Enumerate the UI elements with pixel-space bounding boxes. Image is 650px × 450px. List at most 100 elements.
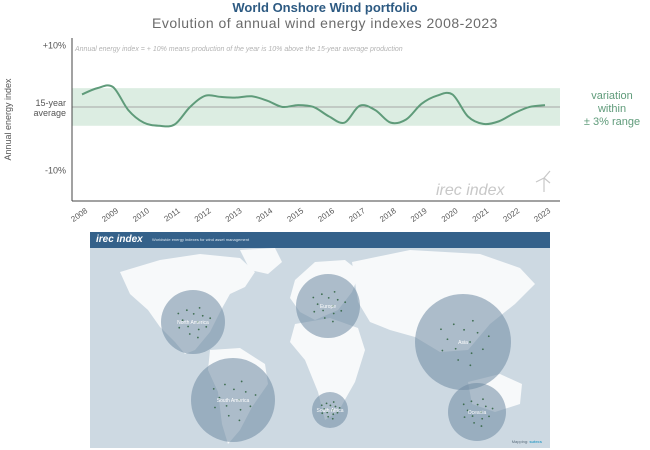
wind-farm-dot: [320, 293, 323, 296]
y-tick-label: +10%: [43, 40, 66, 50]
wind-farm-dot: [225, 404, 228, 407]
watermark-logo: irec index: [436, 182, 505, 199]
region-label: Oceania: [468, 410, 487, 416]
energy-index-chart: Annual energy index = + 10% means produc…: [3, 38, 640, 224]
wind-farm-dot: [331, 305, 334, 307]
wind-farm-dot: [238, 399, 241, 401]
wind-farm-dot: [249, 405, 252, 408]
continent-greenland: [240, 248, 282, 274]
region-bubble: [415, 294, 511, 390]
wind-farm-dot: [187, 325, 189, 328]
wind-farm-dot: [332, 312, 335, 315]
wind-farm-dot: [466, 409, 469, 412]
wind-farm-dot: [197, 328, 200, 331]
wind-farm-dot: [480, 425, 483, 427]
x-tick-label: 2010: [131, 206, 151, 224]
world-map-panel: North America Europe Asia South America Sout…: [90, 232, 550, 448]
wind-farm-dot: [488, 415, 490, 418]
wind-farm-dot: [233, 388, 235, 391]
wind-farm-dot: [325, 402, 328, 405]
series-line: [81, 84, 546, 128]
x-tick-label: 2021: [471, 206, 491, 224]
x-tick-label: 2013: [224, 206, 244, 224]
wind-farm-dot: [322, 309, 324, 312]
y-tick-label: average: [33, 108, 66, 118]
band-label: ± 3% range: [584, 116, 640, 128]
region-label: Europe: [320, 304, 336, 310]
x-tick-label: 2022: [502, 206, 522, 224]
wind-farm-dot: [336, 411, 339, 414]
wind-farm-dot: [484, 405, 487, 408]
map-header: irec index Worldwide energy indexes for …: [90, 232, 550, 248]
turbine-blade: [543, 177, 551, 184]
wind-farm-dot: [313, 310, 316, 313]
wind-farm-dot: [329, 404, 332, 407]
wind-farm-dot: [338, 406, 341, 409]
wind-farm-dot: [441, 349, 444, 352]
x-tick-label: 2012: [193, 206, 213, 224]
wind-farm-dot: [332, 413, 335, 416]
region-bubble: [296, 274, 360, 338]
wind-farm-dot: [224, 383, 226, 386]
wind-farm-dot: [340, 309, 343, 312]
wind-farm-dot: [332, 401, 335, 403]
wind-farm-dot: [209, 317, 212, 320]
x-tick-label: 2015: [285, 206, 305, 224]
region-label: North America: [177, 320, 209, 326]
wind-farm-dot: [482, 398, 484, 401]
x-tick-label: 2018: [378, 206, 398, 224]
world-map: North America Europe Asia South America Sout…: [120, 248, 535, 444]
region-label: South America: [217, 398, 250, 404]
wind-farm-dot: [312, 296, 315, 299]
x-tick-label: 2011: [162, 206, 182, 224]
wind-farm-dot: [469, 364, 472, 367]
wind-farm-dot: [481, 417, 484, 420]
map-footer-brand: sutecs: [529, 439, 542, 444]
chart-title: World Onshore Wind portfolio: [232, 0, 418, 15]
band-label: variation: [591, 90, 633, 102]
wind-farm-dot: [254, 394, 257, 396]
wind-farm-dot: [227, 414, 230, 417]
wind-farm-dot: [331, 417, 334, 420]
wind-farm-dot: [240, 380, 243, 383]
wind-farm-dot: [331, 320, 334, 323]
x-tick-label: 2019: [409, 206, 429, 224]
wind-farm-dot: [446, 338, 449, 341]
x-tick-label: 2014: [255, 206, 275, 224]
wind-farm-dot: [463, 328, 465, 331]
wind-farm-dot: [473, 421, 475, 424]
wind-farm-dot: [238, 419, 241, 422]
wind-farm-dot: [323, 317, 326, 319]
wind-farm-dot: [320, 404, 323, 407]
wind-farm-dot: [454, 347, 457, 350]
x-tick-label: 2017: [347, 206, 367, 224]
wind-farm-dot: [181, 319, 184, 322]
map-footer: Mapping: sutecs: [512, 439, 542, 444]
turbine-icon: [535, 170, 551, 192]
map-tagline: Worldwide energy indexes for wind asset …: [152, 237, 250, 242]
wind-farm-dot: [196, 336, 199, 339]
map-logo: irec index: [96, 234, 143, 245]
wind-farm-dot: [463, 416, 466, 419]
y-tick-label: -10%: [45, 166, 66, 176]
wind-farm-dot: [239, 408, 242, 411]
wind-farm-dot: [178, 326, 181, 329]
wind-farm-dot: [471, 415, 474, 417]
region-bubble: [161, 290, 225, 354]
wind-farm-dot: [244, 390, 247, 393]
wind-farm-dot: [331, 409, 334, 411]
wind-farm-dot: [323, 408, 326, 410]
region-bubble: [448, 383, 506, 441]
wind-farm-dot: [205, 325, 208, 328]
y-axis-label: Annual energy index: [3, 78, 13, 161]
wind-farm-dot: [327, 296, 330, 299]
wind-farm-dot: [491, 407, 494, 410]
wind-farm-dot: [487, 335, 490, 338]
region-label: Asia: [458, 340, 468, 346]
wind-farm-dot: [185, 309, 188, 312]
wind-farm-dot: [476, 331, 479, 334]
region-bubble: [312, 392, 348, 428]
wind-farm-dot: [218, 396, 221, 399]
x-tick-label: 2020: [440, 206, 460, 224]
wind-farm-dot: [214, 406, 216, 409]
